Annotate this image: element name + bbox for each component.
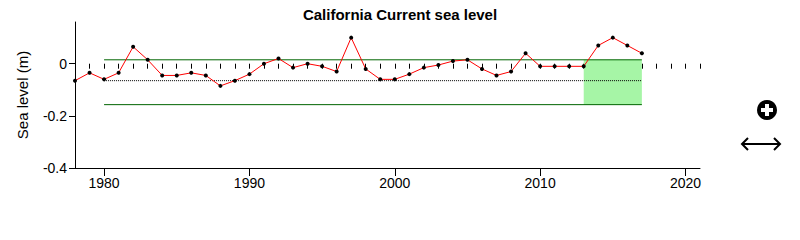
- svg-text:Sea level (m): Sea level (m): [14, 51, 31, 139]
- svg-text:-0.4: -0.4: [43, 160, 67, 176]
- svg-text:2000: 2000: [379, 175, 410, 191]
- svg-text:1980: 1980: [88, 175, 119, 191]
- svg-text:2010: 2010: [525, 175, 556, 191]
- svg-text:California Current sea level: California Current sea level: [303, 6, 497, 23]
- svg-text:-0.2: -0.2: [43, 108, 67, 124]
- svg-text:1990: 1990: [234, 175, 265, 191]
- svg-text:2020: 2020: [670, 175, 701, 191]
- svg-text:0: 0: [59, 56, 67, 72]
